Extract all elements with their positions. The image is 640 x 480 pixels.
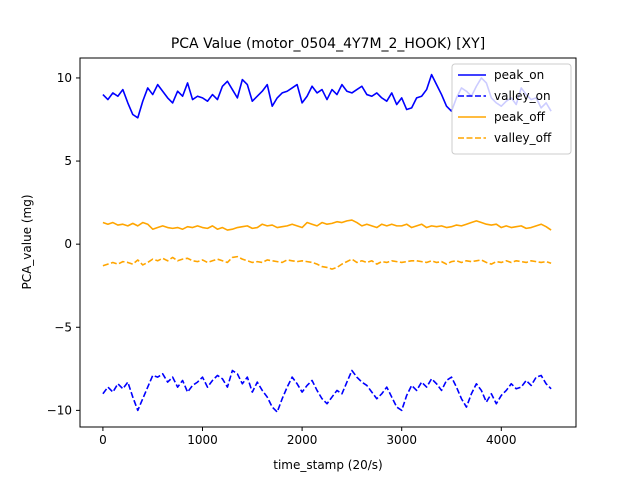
- y-tick-label: 0: [64, 237, 72, 251]
- x-tick-label: 1000: [187, 433, 218, 447]
- x-tick-label: 3000: [386, 433, 417, 447]
- legend-box: [451, 63, 572, 155]
- series-line-valley-on: [102, 369, 552, 413]
- y-tick-label: 5: [64, 154, 72, 168]
- legend-label-peak-on: peak_on: [494, 68, 544, 82]
- x-axis-label: time_stamp (20/s): [273, 458, 382, 472]
- x-tick-label: 0: [99, 433, 107, 447]
- series-line-valley-off: [102, 255, 552, 270]
- series-line-peak-off: [102, 219, 552, 231]
- y-axis-label: PCA_value (mg): [20, 194, 34, 289]
- chart-title: PCA Value (motor_0504_4Y7M_2_HOOK) [XY]: [171, 36, 485, 52]
- legend-label-valley-off: valley_off: [494, 131, 552, 145]
- legend: peak_on valley_on peak_off valley_off: [451, 63, 572, 155]
- plot-frame: [79, 57, 577, 428]
- y-tick-label: 10: [57, 71, 72, 85]
- tick-layer: 0 1000 2000 3000 4000 −10 −5 0 5 10: [47, 71, 517, 447]
- legend-label-peak-off: peak_off: [494, 110, 546, 124]
- x-tick-label: 4000: [486, 433, 517, 447]
- x-tick-label: 2000: [287, 433, 318, 447]
- y-tick-label: −5: [54, 320, 72, 334]
- y-tick-label: −10: [47, 403, 72, 417]
- legend-label-valley-on: valley_on: [494, 89, 551, 103]
